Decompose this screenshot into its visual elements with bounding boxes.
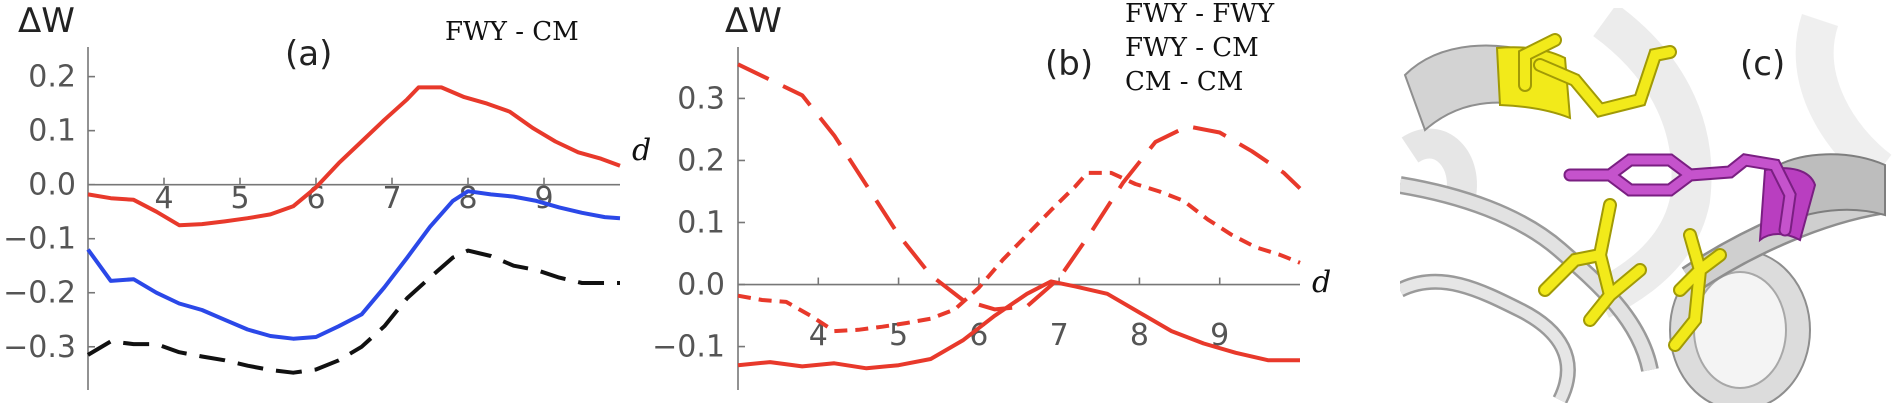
y-tick-label: −0.1 bbox=[652, 330, 725, 365]
y-axis-title: ΔW bbox=[18, 1, 75, 41]
coil bbox=[1400, 276, 1574, 403]
series-line-1 bbox=[87, 85, 621, 228]
y-tick-label: 0.0 bbox=[28, 168, 76, 203]
y-tick-label: 0.2 bbox=[677, 143, 725, 178]
y-tick-label: −0.3 bbox=[3, 330, 76, 365]
coil bbox=[1400, 178, 1657, 372]
y-tick-label: 0.1 bbox=[28, 114, 76, 149]
legend-entry: FWY - CM bbox=[1125, 33, 1259, 63]
y-tick-label: 0.2 bbox=[28, 60, 76, 95]
panel-c-label: (c) bbox=[1740, 44, 1785, 84]
series-line-2 bbox=[86, 189, 621, 341]
y-axis-title: ΔW bbox=[725, 1, 782, 41]
molecule-panel-c: (c) bbox=[1400, 8, 1895, 403]
x-tick-label: 8 bbox=[1130, 318, 1149, 353]
x-axis-title: d bbox=[1312, 265, 1331, 300]
panel-label: (a) bbox=[285, 34, 332, 74]
series-line-3 bbox=[737, 279, 1300, 371]
series-line-2 bbox=[737, 170, 1301, 334]
x-tick-label: 9 bbox=[534, 181, 553, 216]
x-tick-label: 4 bbox=[809, 318, 828, 353]
y-tick-label: −0.1 bbox=[3, 222, 76, 257]
y-tick-label: 0.0 bbox=[677, 268, 725, 303]
x-axis-title: d bbox=[632, 133, 651, 168]
x-tick-label: 7 bbox=[382, 181, 401, 216]
series-line-3 bbox=[86, 248, 620, 375]
y-tick-label: 0.1 bbox=[677, 206, 725, 241]
y-tick-label: 0.3 bbox=[677, 81, 725, 116]
series-line-1 bbox=[737, 62, 1302, 312]
yellow-residue-top bbox=[1518, 33, 1677, 118]
x-tick-label: 9 bbox=[1210, 318, 1229, 353]
x-tick-label: 4 bbox=[154, 181, 173, 216]
yellow-residue-bottom bbox=[1538, 198, 1727, 352]
magenta-residue bbox=[1563, 153, 1797, 237]
background-ribbon bbox=[1401, 128, 1477, 204]
x-tick-label: 5 bbox=[889, 318, 908, 353]
legend-entry: FWY - CM bbox=[445, 17, 579, 47]
helix-lumen bbox=[1693, 271, 1787, 389]
legend-entry: FWY - FWY bbox=[1125, 0, 1275, 29]
legend-entry: CM - CM bbox=[1125, 67, 1243, 97]
panel-label: (b) bbox=[1045, 44, 1093, 84]
y-tick-label: −0.2 bbox=[3, 276, 76, 311]
x-tick-label: 7 bbox=[1050, 318, 1069, 353]
x-tick-label: 5 bbox=[230, 181, 249, 216]
x-tick-label: 8 bbox=[458, 181, 477, 216]
